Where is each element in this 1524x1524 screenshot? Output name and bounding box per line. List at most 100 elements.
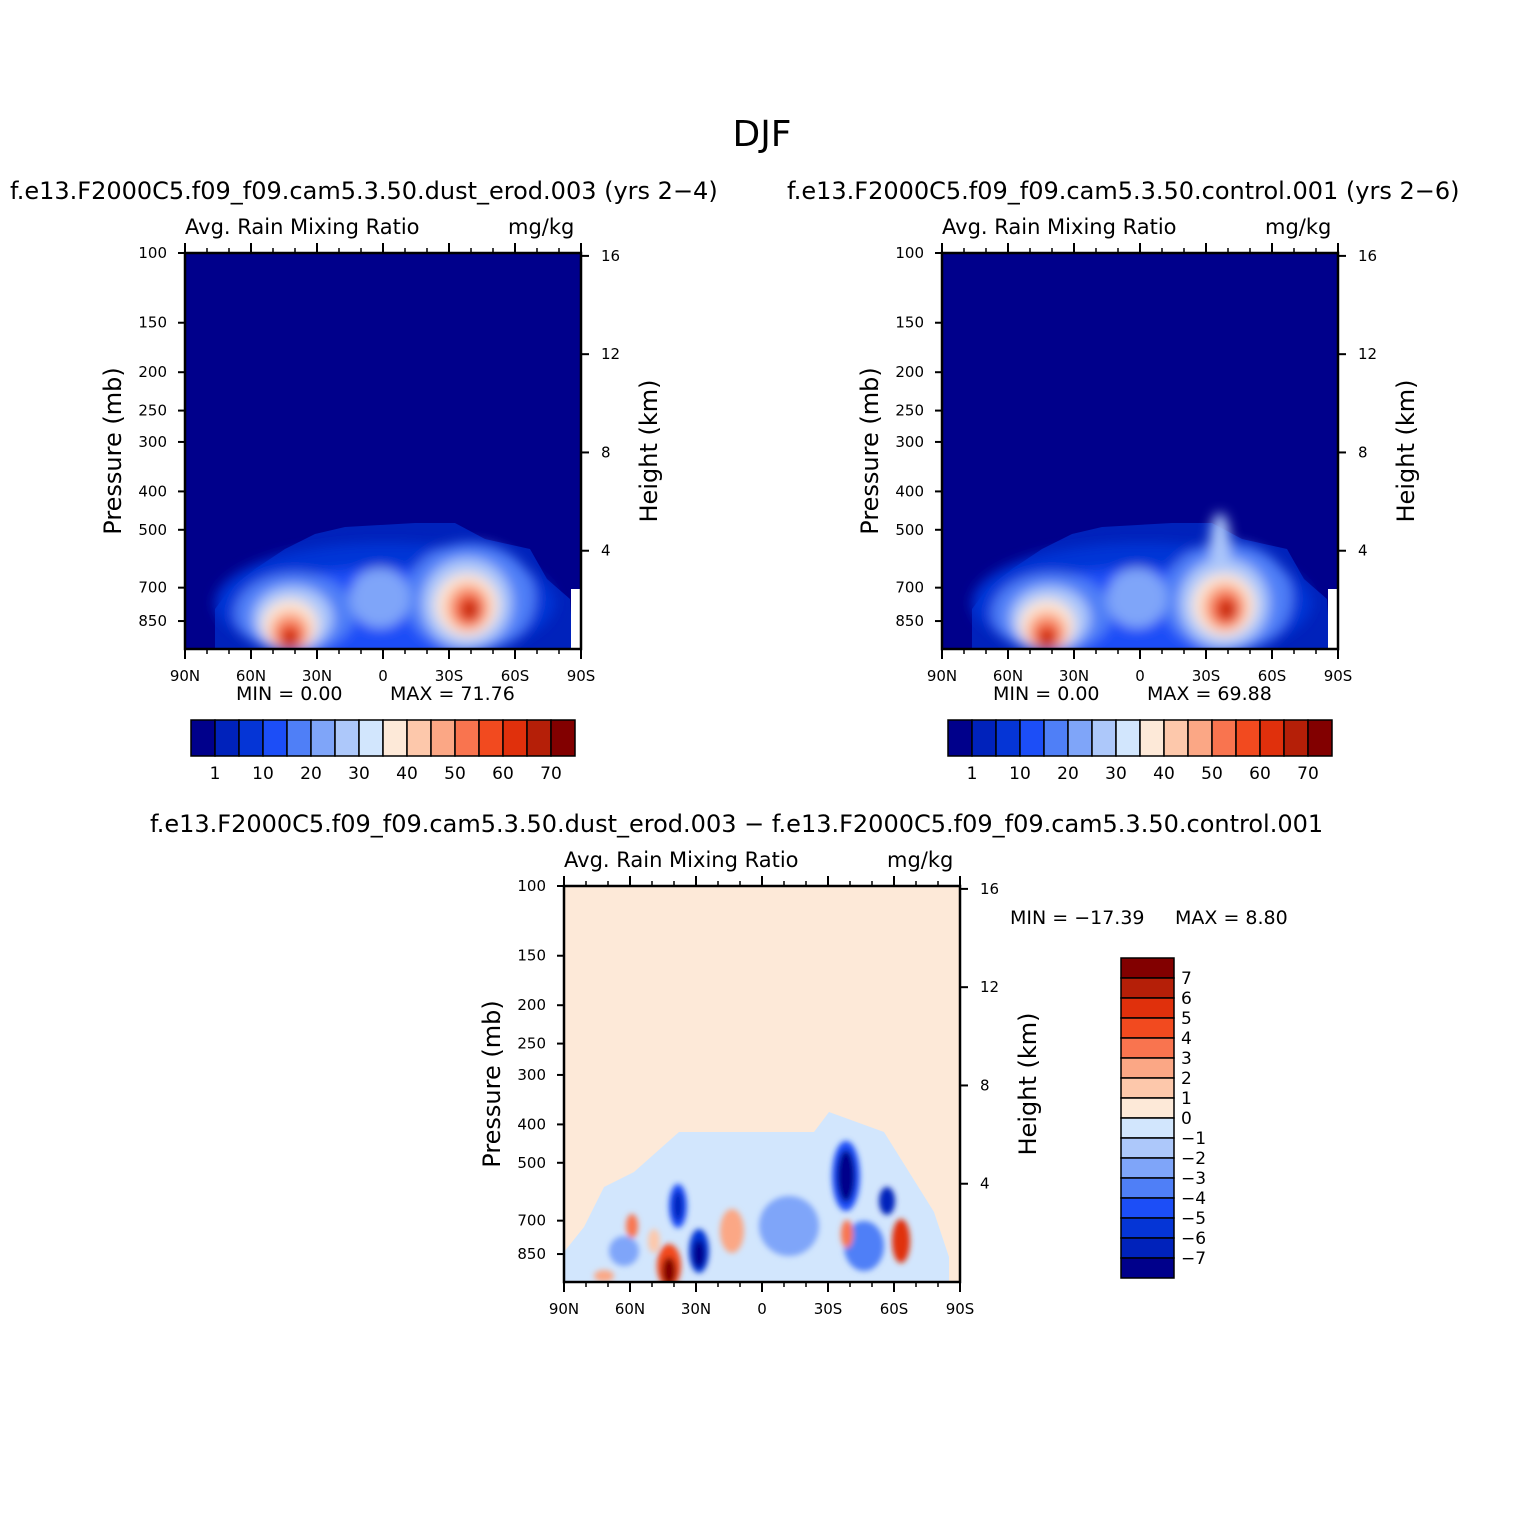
colorbar-box-3-8: [1121, 1118, 1174, 1138]
colorbar-label-3-12: −5: [1181, 1209, 1206, 1229]
y-tick-label-1-0: 100: [138, 244, 167, 262]
y2-tick-label-3-3: 4: [980, 1175, 990, 1193]
colorbar-label-2-3: 30: [1105, 764, 1127, 784]
colorbar-box-3-3: [1121, 1018, 1174, 1038]
missing-data-1: [571, 589, 581, 649]
colorbar-1: 1 10 20 30 40 50 60 70: [191, 720, 575, 784]
y-tick-label-2-1: 150: [895, 314, 924, 332]
colorbar-box-1-9: [407, 720, 431, 756]
colorbar-label-2-6: 60: [1249, 764, 1271, 784]
colorbar-label-1-2: 20: [300, 764, 322, 784]
colorbar-box-3-11: [1121, 1178, 1174, 1198]
colorbar-label-3-11: −4: [1181, 1189, 1206, 1209]
y2-tick-label-1-0: 16: [601, 247, 620, 265]
x-tick-label-2-3: 0: [1135, 667, 1145, 685]
y2-tick-label-3-1: 12: [980, 978, 999, 996]
x-tick-label-2-4: 30S: [1192, 667, 1221, 685]
colorbar-label-1-3: 30: [348, 764, 370, 784]
colorbar-label-3-13: −6: [1181, 1229, 1206, 1249]
colorbar-box-3-15: [1121, 1258, 1174, 1278]
colorbar-box-1-4: [287, 720, 311, 756]
y-axis-title-2: Pressure (mb): [856, 367, 884, 534]
y-tick-label-3-0: 100: [517, 877, 546, 895]
colorbar-label-1-7: 70: [540, 764, 562, 784]
diff-neg-c2: [693, 1240, 705, 1268]
band-5c-1: [350, 568, 410, 628]
y-tick-label-2-5: 400: [895, 482, 924, 500]
x-tick-label-3-3: 0: [757, 1300, 767, 1318]
colorbar-box-2-12: [1236, 720, 1260, 756]
colorbar-label-3-2: 5: [1181, 1009, 1192, 1029]
colorbar-box-3-1: [1121, 978, 1174, 998]
x-tick-label-3-5: 60S: [880, 1300, 909, 1318]
colorbar-label-2-2: 20: [1057, 764, 1079, 784]
x-tick-label-3-2: 30N: [681, 1300, 711, 1318]
x-tick-label-1-2: 30N: [302, 667, 332, 685]
colorbar-2: 1 10 20 30 40 50 60 70: [948, 720, 1332, 784]
colorbar-label-3-5: 2: [1181, 1069, 1192, 1089]
colorbar-box-1-2: [239, 720, 263, 756]
diff-pos-d: [626, 1214, 638, 1238]
x-tick-label-2-1: 60N: [993, 667, 1023, 685]
colorbar-label-2-4: 40: [1153, 764, 1175, 784]
y2-tick-label-2-3: 4: [1358, 542, 1368, 560]
colorbar-label-1-5: 50: [444, 764, 466, 784]
x-tick-label-2-5: 60S: [1258, 667, 1287, 685]
colorbar-label-3-10: −3: [1181, 1169, 1206, 1189]
colorbar-box-1-15: [551, 720, 575, 756]
colorbar-box-2-4: [1044, 720, 1068, 756]
x-tick-label-3-0: 90N: [549, 1300, 579, 1318]
colorbar-label-2-5: 50: [1201, 764, 1223, 784]
x-tick-label-3-6: 90S: [946, 1300, 975, 1318]
colorbar-box-1-5: [311, 720, 335, 756]
y-tick-label-1-3: 250: [138, 402, 167, 420]
colorbar-box-3-13: [1121, 1218, 1174, 1238]
colorbar-label-3-4: 3: [1181, 1049, 1192, 1069]
colorbar-box-3-5: [1121, 1058, 1174, 1078]
colorbar-box-2-9: [1164, 720, 1188, 756]
y-tick-label-3-8: 850: [517, 1245, 546, 1263]
colorbar-label-3-0: 7: [1181, 969, 1192, 989]
colorbar-box-3-14: [1121, 1238, 1174, 1258]
y-tick-label-1-8: 850: [138, 612, 167, 630]
colorbar-label-2-0: 1: [967, 764, 978, 784]
x-tick-label-1-0: 90N: [170, 667, 200, 685]
x-tick-label-1-5: 60S: [501, 667, 530, 685]
colorbar-box-2-5: [1068, 720, 1092, 756]
y2-tick-label-3-2: 8: [980, 1076, 990, 1094]
diff-pos-g: [594, 1270, 614, 1282]
y-tick-label-3-5: 400: [517, 1115, 546, 1133]
colorbar-box-1-8: [383, 720, 407, 756]
colorbar-label-1-6: 60: [492, 764, 514, 784]
band-14a-2: [1040, 631, 1054, 647]
y-tick-label-3-4: 300: [517, 1066, 546, 1084]
colorbar-box-1-7: [359, 720, 383, 756]
colorbar-box-3-4: [1121, 1038, 1174, 1058]
colorbar-box-3-7: [1121, 1098, 1174, 1118]
colorbar-box-3-9: [1121, 1138, 1174, 1158]
colorbar-box-2-15: [1308, 720, 1332, 756]
colorbar-box-1-0: [191, 720, 215, 756]
colorbar-box-2-2: [996, 720, 1020, 756]
contour-field-3: [564, 886, 960, 1288]
colorbar-box-2-3: [1020, 720, 1044, 756]
colorbar-label-3-8: −1: [1181, 1129, 1206, 1149]
x-tick-label-1-1: 60N: [236, 667, 266, 685]
diff-neg-a2: [837, 1150, 855, 1202]
colorbar-box-1-14: [527, 720, 551, 756]
missing-data-2: [1328, 589, 1338, 649]
band-14b-1: [463, 601, 477, 619]
colorbar-box-3-6: [1121, 1078, 1174, 1098]
y-tick-label-3-2: 200: [517, 996, 546, 1014]
y-tick-label-1-7: 700: [138, 579, 167, 597]
diff-neg-d: [879, 1187, 895, 1215]
colorbar-box-1-6: [335, 720, 359, 756]
y-tick-label-1-5: 400: [138, 482, 167, 500]
y-tick-label-2-3: 250: [895, 402, 924, 420]
colorbar-box-2-7: [1116, 720, 1140, 756]
y2-axis-title-3: Height (km): [1014, 1013, 1042, 1156]
colorbar-box-3-12: [1121, 1198, 1174, 1218]
diff-neg-b2: [673, 1191, 683, 1221]
colorbar-box-2-10: [1188, 720, 1212, 756]
